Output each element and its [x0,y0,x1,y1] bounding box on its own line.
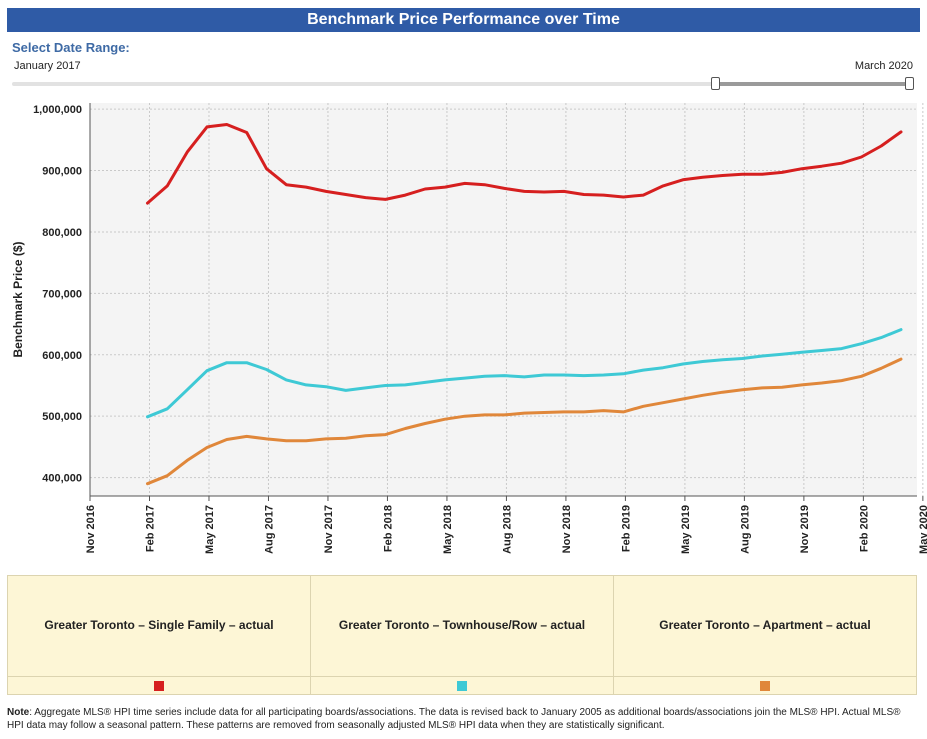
x-tick-label: Nov 2018 [561,505,573,553]
y-tick-label: 900,000 [42,166,82,178]
y-tick-label: 700,000 [42,288,82,300]
y-axis-label: Benchmark Price ($) [11,241,25,357]
page-title: Benchmark Price Performance over Time [307,11,620,28]
x-tick-label: Feb 2019 [620,505,632,552]
legend-swatch [154,681,164,691]
date-range-start: January 2017 [14,60,81,72]
x-tick-label: May 2019 [680,505,692,554]
series-line-1 [146,123,903,205]
plot-area [90,103,917,496]
chart-title-bar: Benchmark Price Performance over Time [7,8,920,32]
legend-label: Greater Toronto – Single Family – actual [44,618,274,632]
x-tick-label: Feb 2020 [858,505,870,552]
footnote-label: Note [7,707,30,718]
date-range-end-handle[interactable] [905,77,914,90]
x-tick-label: May 2018 [442,505,454,554]
y-tick-label: 500,000 [42,411,82,423]
legend-item-apartment[interactable]: Greater Toronto – Apartment – actual [614,576,916,694]
date-range-slider-track[interactable] [12,82,912,86]
footnote-text: : Aggregate MLS® HPI time series include… [7,707,901,731]
date-range-label: Select Date Range: [12,40,130,55]
legend-swatch [760,681,770,691]
date-range-start-handle[interactable] [711,77,720,90]
x-tick-label: Nov 2016 [85,505,97,553]
series-line-3 [146,357,903,486]
y-tick-label: 400,000 [42,473,82,485]
x-tick-label: May 2020 [918,505,927,554]
x-tick-label: Feb 2018 [382,505,394,552]
legend-item-townhouse[interactable]: Greater Toronto – Townhouse/Row – actual [311,576,614,694]
legend-label: Greater Toronto – Apartment – actual [659,618,871,632]
legend-item-single-family[interactable]: Greater Toronto – Single Family – actual [8,576,311,694]
x-tick-label: Aug 2017 [263,505,275,554]
x-tick-label: Aug 2019 [739,505,751,554]
y-tick-label: 600,000 [42,350,82,362]
footnote: Note: Aggregate MLS® HPI time series inc… [7,706,917,732]
x-tick-label: Nov 2017 [323,505,335,553]
y-tick-label: 800,000 [42,227,82,239]
date-range-end: March 2020 [854,60,913,72]
date-range-slider-selection[interactable] [715,82,910,86]
x-tick-label: Aug 2018 [501,505,513,554]
x-tick-label: May 2017 [204,505,216,554]
series-line-2 [146,328,903,419]
chart-legend: Greater Toronto – Single Family – actual… [7,575,917,695]
legend-swatch [457,681,467,691]
x-tick-label: Feb 2017 [144,505,156,552]
x-tick-label: Nov 2019 [799,505,811,553]
y-tick-label: 1,000,000 [33,104,82,116]
legend-label: Greater Toronto – Townhouse/Row – actual [338,618,586,632]
line-chart: 400,000 500,000 600,000 700,000 800,000 900,0… [11,103,927,554]
